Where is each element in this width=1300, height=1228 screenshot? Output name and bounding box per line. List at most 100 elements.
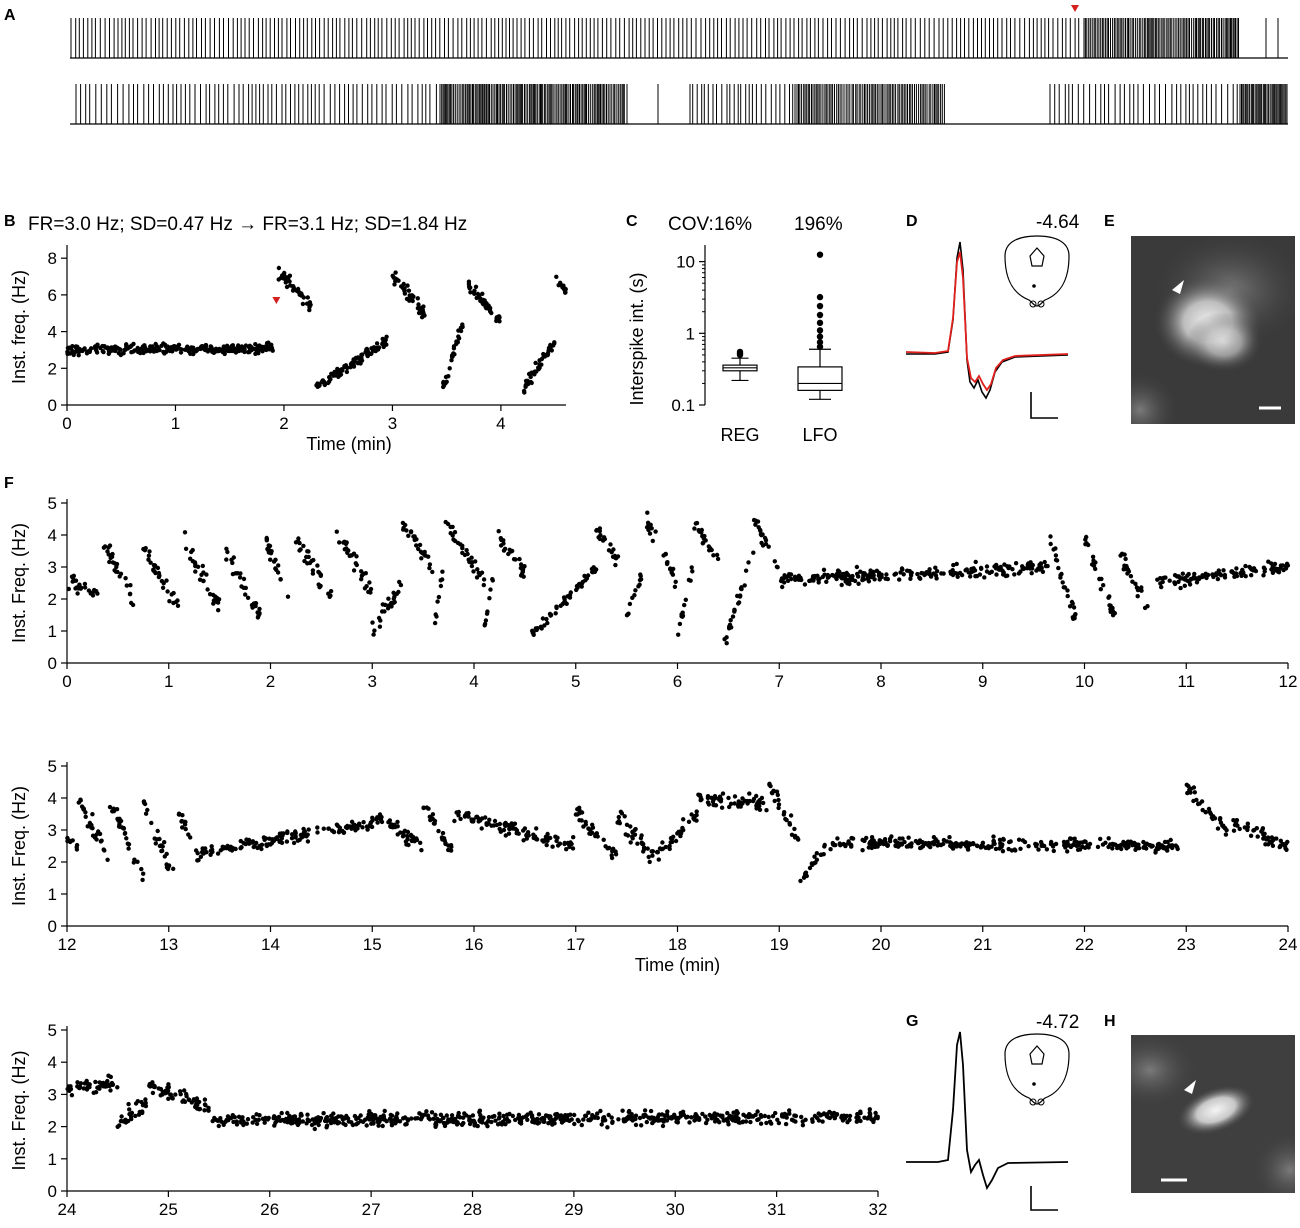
data-point xyxy=(143,1097,148,1102)
data-point xyxy=(289,836,295,841)
data-point xyxy=(1025,565,1031,570)
data-point xyxy=(245,1117,251,1122)
data-point xyxy=(1125,571,1130,576)
data-point xyxy=(516,831,521,836)
data-point xyxy=(448,848,454,853)
data-point xyxy=(1049,839,1054,845)
data-point xyxy=(630,836,635,841)
data-point xyxy=(669,1116,674,1121)
data-point xyxy=(460,324,465,330)
data-point xyxy=(854,1119,859,1124)
data-point xyxy=(521,574,526,579)
data-point xyxy=(427,565,432,571)
data-point xyxy=(148,349,153,354)
data-point xyxy=(467,1114,472,1120)
data-point xyxy=(86,588,92,593)
data-point xyxy=(1222,572,1228,578)
data-point xyxy=(747,791,752,796)
data-point xyxy=(893,843,898,849)
data-point xyxy=(1036,847,1041,852)
data-point xyxy=(1000,849,1006,854)
data-point xyxy=(366,589,371,595)
data-point xyxy=(464,548,469,553)
data-point xyxy=(743,568,749,573)
data-point xyxy=(789,576,794,582)
data-point xyxy=(1043,563,1049,569)
data-point xyxy=(107,543,113,548)
data-point xyxy=(418,310,423,315)
data-point xyxy=(930,840,935,845)
data-point xyxy=(1016,571,1022,576)
data-point xyxy=(503,833,508,838)
data-point xyxy=(1115,845,1120,851)
data-point xyxy=(143,811,149,816)
data-point xyxy=(856,581,861,586)
data-point xyxy=(342,364,347,370)
data-point xyxy=(967,841,972,846)
data-point xyxy=(397,579,402,585)
data-point xyxy=(537,365,542,370)
data-point xyxy=(238,838,243,844)
data-point xyxy=(74,845,79,850)
data-point xyxy=(686,577,692,583)
data-point xyxy=(598,533,603,538)
data-point xyxy=(241,576,247,582)
data-point xyxy=(445,521,451,527)
data-point xyxy=(1124,846,1129,851)
data-point xyxy=(633,1122,639,1128)
data-point xyxy=(877,841,883,847)
data-point xyxy=(343,541,349,547)
data-point xyxy=(293,540,299,545)
data-point xyxy=(608,542,613,547)
data-point xyxy=(1262,831,1267,836)
data-point xyxy=(683,597,688,602)
data-point xyxy=(304,834,309,839)
data-point xyxy=(873,844,878,850)
data-point xyxy=(1249,573,1254,578)
data-point xyxy=(821,567,827,572)
data-point xyxy=(237,575,243,580)
data-point xyxy=(908,576,913,581)
outlier-point xyxy=(816,339,824,346)
x-tick-label: 19 xyxy=(770,935,789,954)
data-point xyxy=(1229,569,1235,574)
data-point xyxy=(201,345,206,350)
x-tick-label: 14 xyxy=(261,935,280,954)
data-point xyxy=(837,841,842,846)
data-point xyxy=(455,1121,461,1126)
data-point xyxy=(313,1120,319,1125)
data-point xyxy=(390,273,395,278)
data-point xyxy=(772,798,777,804)
data-point xyxy=(920,844,926,849)
x-tick-label: 28 xyxy=(463,1200,482,1219)
data-point xyxy=(557,841,563,846)
data-point xyxy=(637,577,643,583)
data-point xyxy=(129,1116,134,1122)
data-point xyxy=(1159,584,1164,590)
data-point xyxy=(1076,840,1081,846)
data-point xyxy=(534,1117,540,1122)
data-point xyxy=(743,1114,749,1119)
data-point xyxy=(693,1112,698,1117)
data-point xyxy=(396,589,401,595)
data-point xyxy=(1184,782,1190,787)
category-label: REG xyxy=(720,425,759,445)
data-point xyxy=(775,565,780,570)
data-point xyxy=(194,347,200,352)
data-point xyxy=(479,570,485,575)
data-point xyxy=(246,350,251,355)
data-point xyxy=(633,588,638,593)
data-point xyxy=(430,569,435,575)
data-point xyxy=(247,841,252,846)
data-point xyxy=(739,585,744,590)
data-point xyxy=(401,833,406,838)
data-point xyxy=(593,567,599,572)
data-point xyxy=(177,1089,183,1094)
outlier-point xyxy=(816,311,824,319)
data-point xyxy=(84,1078,89,1084)
data-point xyxy=(997,837,1003,842)
data-point xyxy=(1167,578,1172,583)
data-point xyxy=(678,1114,683,1119)
data-point xyxy=(372,628,377,633)
